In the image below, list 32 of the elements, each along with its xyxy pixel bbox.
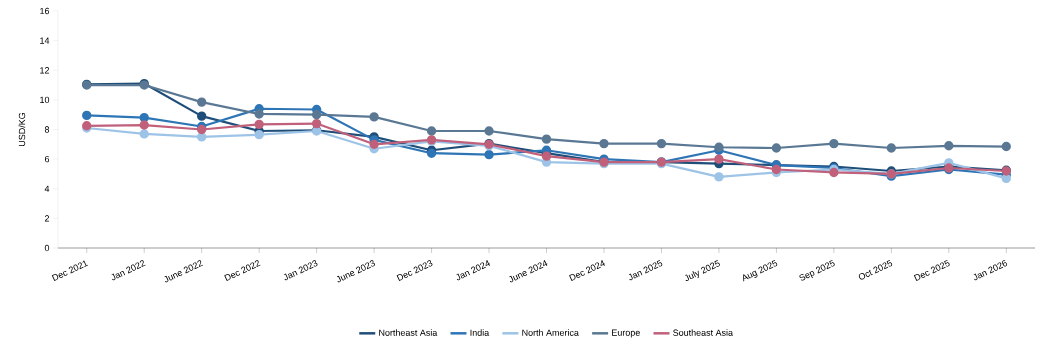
y-tick-label: 4	[44, 185, 50, 192]
x-tick-label: Jan 2022	[111, 260, 146, 281]
x-tick-label: Sep 2025	[799, 259, 835, 281]
y-tick-label: 2	[44, 215, 50, 222]
x-tick-label: Dec 2021	[51, 260, 89, 282]
x-tick-label: Dec 2023	[396, 260, 433, 282]
y-tick-label: 16	[40, 7, 50, 15]
x-tick-label: June 2022	[164, 260, 204, 283]
x-tick-label: Dec 2025	[913, 259, 950, 282]
x-tick-label: Jan 2026	[973, 260, 1008, 281]
legend-label: India	[470, 329, 490, 336]
legend-label: Europe	[612, 329, 640, 338]
x-tick-label: Dec 2024	[569, 260, 605, 282]
x-tick-label: June 2023	[336, 260, 375, 283]
x-tick-label: Jan 2024	[456, 260, 490, 281]
x-tick-label: Oct 2025	[858, 259, 893, 280]
x-tick-label: Jan 2023	[283, 260, 318, 281]
y-axis-title: USD/KG	[18, 112, 26, 146]
y-tick-label: 0	[44, 244, 50, 252]
x-tick-label: Jan 2025	[628, 259, 663, 281]
y-tick-label: 6	[44, 155, 50, 163]
y-tick-label: 10	[40, 96, 50, 104]
y-tick-label: 12	[40, 67, 50, 74]
legend-label: Southeast Asia	[673, 329, 733, 336]
x-tick-label: Aug 2025	[743, 259, 778, 282]
x-tick-label: July 2025	[685, 260, 720, 282]
x-tick-label: June 2024	[509, 260, 548, 283]
y-tick-label: 14	[40, 37, 50, 44]
x-tick-label: Dec 2022	[224, 260, 261, 282]
y-tick-label: 8	[44, 126, 50, 133]
legend-label: Northeast Asia	[379, 329, 438, 336]
legend-label: North America	[522, 329, 579, 336]
